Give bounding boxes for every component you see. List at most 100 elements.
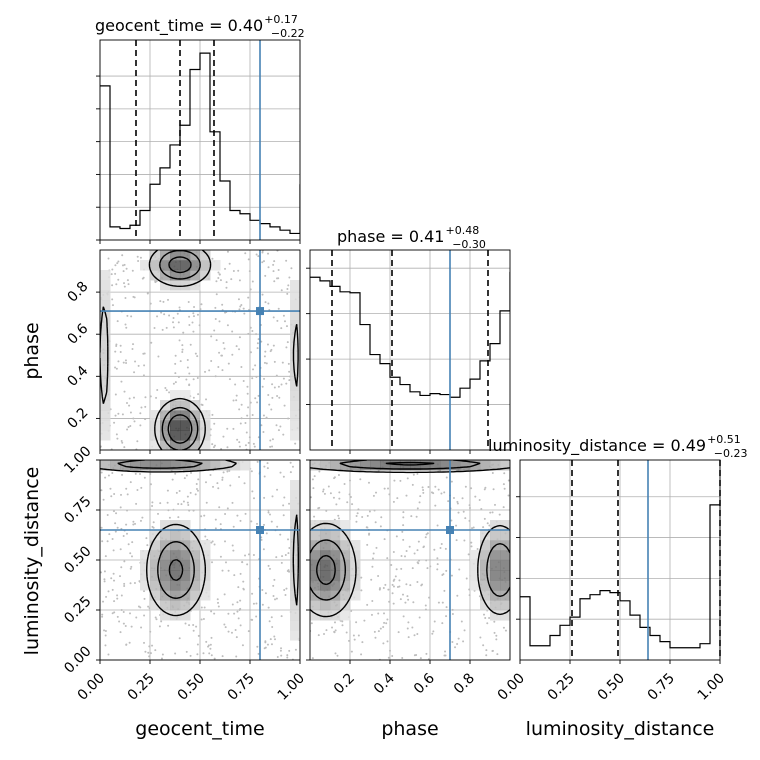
sample-point	[433, 548, 436, 551]
sample-point	[349, 496, 352, 499]
sample-point	[261, 588, 264, 591]
sample-point	[114, 264, 117, 267]
sample-point	[383, 612, 386, 615]
sample-point	[125, 267, 128, 270]
sample-point	[199, 308, 202, 311]
sample-point	[272, 263, 275, 266]
density-cell	[170, 440, 181, 450]
sample-point	[132, 295, 135, 298]
density-cell	[140, 560, 151, 571]
density-cell	[370, 460, 381, 471]
sample-point	[393, 578, 396, 581]
sample-point	[238, 279, 241, 282]
density-cell	[340, 590, 351, 601]
sample-point	[252, 602, 255, 605]
density-cell	[490, 580, 501, 591]
sample-point	[402, 524, 405, 527]
density-cell	[200, 270, 211, 281]
density-cell	[100, 410, 111, 421]
density-cell	[310, 560, 321, 571]
sample-point	[288, 379, 291, 382]
sample-point	[268, 403, 271, 406]
density-cell	[500, 460, 510, 471]
sample-point	[284, 594, 287, 597]
sample-point	[131, 347, 134, 350]
sample-point	[117, 360, 120, 363]
sample-point	[240, 403, 243, 406]
density-cell	[100, 400, 111, 411]
sample-point	[113, 421, 116, 424]
sample-point	[177, 376, 180, 379]
sample-point	[445, 615, 448, 618]
sample-point	[121, 413, 124, 416]
sample-point	[425, 559, 428, 562]
sample-point	[178, 339, 181, 342]
sample-point	[465, 577, 468, 580]
sample-point	[144, 396, 147, 399]
sample-point	[457, 511, 460, 514]
density-cell	[430, 460, 441, 471]
sample-point	[116, 262, 119, 265]
sample-point	[106, 514, 109, 517]
sample-point	[416, 472, 419, 475]
sample-point	[222, 435, 225, 438]
sample-point	[385, 622, 388, 625]
sample-point	[352, 634, 355, 637]
sample-point	[272, 595, 275, 598]
sample-point	[186, 366, 189, 369]
sample-point	[239, 624, 242, 627]
density-cell	[160, 560, 171, 571]
sample-point	[226, 470, 229, 473]
sample-point	[116, 594, 119, 597]
density-cell	[180, 260, 191, 271]
density-cell	[320, 530, 331, 541]
sample-point	[132, 396, 135, 399]
sample-point	[421, 583, 424, 586]
sample-point	[212, 446, 215, 449]
sample-point	[157, 512, 160, 515]
sample-point	[502, 506, 505, 509]
sample-point	[121, 264, 124, 267]
x-tick-label: 0.25	[545, 670, 578, 703]
sample-point	[143, 641, 146, 644]
sample-point	[445, 569, 448, 572]
sample-point	[489, 511, 492, 514]
sample-point	[257, 255, 260, 258]
sample-point	[152, 521, 155, 524]
sample-point	[197, 478, 200, 481]
sample-point	[140, 626, 143, 629]
sample-point	[269, 638, 272, 641]
sample-point	[247, 296, 250, 299]
sample-point	[167, 624, 170, 627]
sample-point	[451, 613, 454, 616]
sample-point	[238, 445, 241, 448]
sample-point	[224, 561, 227, 564]
sample-point	[236, 610, 239, 613]
sample-point	[412, 601, 415, 604]
sample-point	[246, 392, 249, 395]
sample-point	[156, 315, 159, 318]
sample-point	[186, 495, 189, 498]
sample-point	[148, 655, 151, 658]
sample-point	[464, 517, 467, 520]
sample-point	[399, 598, 402, 601]
sample-point	[281, 361, 284, 364]
density-cell	[100, 330, 111, 341]
density-cell	[320, 610, 331, 621]
sample-point	[257, 394, 260, 397]
sample-point	[228, 262, 231, 265]
density-cell	[150, 570, 161, 581]
sample-point	[205, 501, 208, 504]
sample-point	[366, 603, 369, 606]
sample-point	[418, 559, 421, 562]
sample-point	[182, 331, 185, 334]
sample-point	[111, 268, 114, 271]
sample-point	[172, 321, 175, 324]
density-heatmap	[100, 460, 300, 641]
sample-point	[391, 583, 394, 586]
sample-point	[119, 506, 122, 509]
sample-point	[410, 515, 413, 518]
sample-point	[491, 511, 494, 514]
density-cell	[190, 560, 201, 571]
sample-point	[224, 540, 227, 543]
